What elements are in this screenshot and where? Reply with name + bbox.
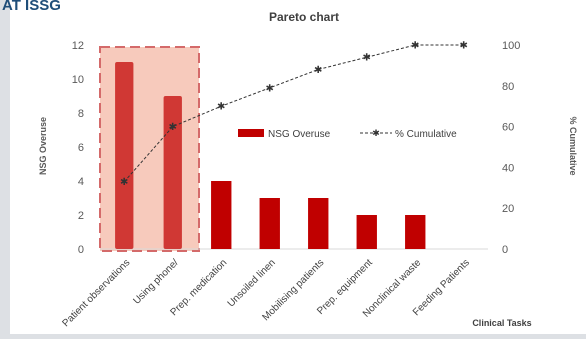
bar-1 — [115, 62, 134, 249]
cumulative-point-2: ✱ — [169, 122, 177, 133]
cumulative-point-1: ✱ — [120, 177, 128, 188]
legend-marker-line: ✱ — [372, 128, 380, 138]
cumulative-point-7: ✱ — [411, 41, 419, 52]
highlight-box — [99, 46, 200, 252]
y-axis-title: NSG Overuse — [38, 117, 48, 175]
header-fragment: AT ISSG — [2, 0, 61, 14]
y2-tick-label: 40 — [502, 162, 514, 174]
y2-tick-label: 20 — [502, 203, 514, 215]
y2-tick-label: 100 — [502, 40, 520, 52]
legend-label-line: % Cumulative — [395, 129, 457, 140]
cumulative-point-8: ✱ — [460, 41, 468, 52]
cumulative-line-series: ✱ ✱ ✱ ✱ ✱ ✱ ✱ ✱ — [120, 41, 468, 189]
y2-tick-label: 60 — [502, 122, 514, 134]
y2-tick-label: 80 — [502, 81, 514, 93]
bar-5 — [308, 198, 329, 249]
axis-layer: 0 2 4 6 8 10 12 0 20 40 60 80 100 — [72, 40, 521, 256]
y-tick-label: 4 — [78, 176, 84, 188]
bar-3 — [211, 181, 232, 249]
cumulative-point-3: ✱ — [217, 102, 225, 113]
y-tick-label: 0 — [78, 244, 84, 256]
y2-axis-title: % Cumulative — [568, 116, 578, 175]
legend: NSG Overuse ✱ % Cumulative — [238, 128, 457, 140]
chart-title: Pareto chart — [269, 10, 339, 24]
bar-series — [115, 62, 426, 249]
y-tick-label: 6 — [78, 142, 84, 154]
legend-swatch-bar — [238, 129, 264, 137]
cumulative-point-5: ✱ — [314, 65, 322, 76]
highlight-layer — [99, 46, 200, 252]
y-tick-label: 10 — [72, 74, 84, 86]
x-axis-title: Clinical Tasks — [472, 318, 531, 328]
y-tick-label: 2 — [78, 210, 84, 222]
bar-4 — [259, 198, 280, 249]
bar-2 — [163, 96, 182, 249]
bar-6 — [356, 215, 377, 249]
cumulative-line — [123, 44, 464, 183]
y2-tick-label: 0 — [502, 244, 508, 256]
y-tick-label: 8 — [78, 108, 84, 120]
y-tick-label: 12 — [72, 40, 84, 52]
cumulative-point-6: ✱ — [363, 53, 371, 64]
cumulative-point-4: ✱ — [266, 83, 274, 94]
legend-label-bar: NSG Overuse — [268, 129, 331, 140]
bar-7 — [405, 215, 426, 249]
